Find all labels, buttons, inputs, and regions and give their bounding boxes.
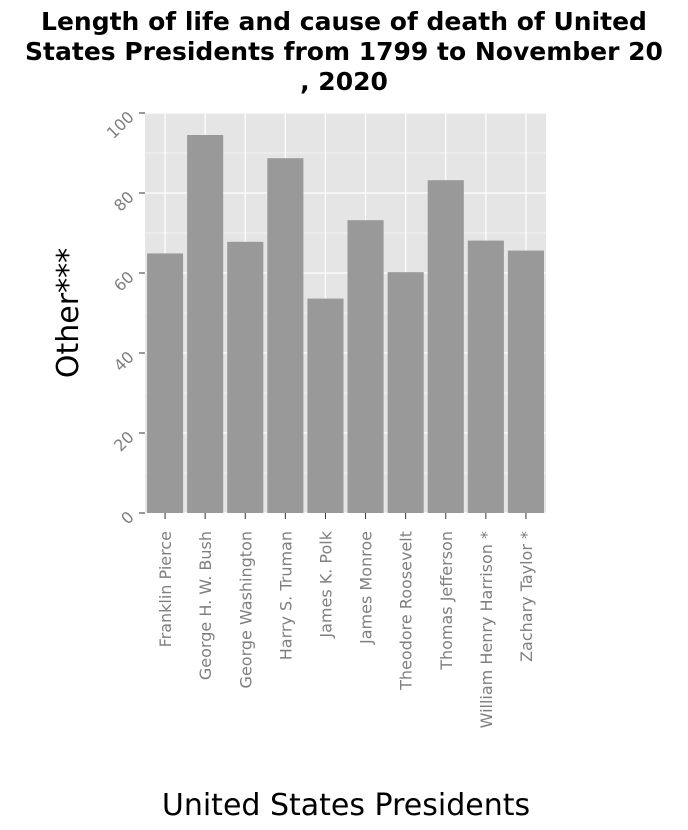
x-tick-label: George Washington (236, 531, 255, 688)
bar (227, 241, 264, 514)
bar (147, 253, 184, 513)
x-tick-label: Franklin Pierce (156, 531, 175, 647)
bar (427, 180, 464, 513)
x-tick-label: Theodore Roosevelt (397, 531, 416, 691)
bar (507, 250, 544, 513)
x-tick-label: Zachary Taylor * (517, 531, 536, 662)
y-tick-label: 0 (117, 507, 138, 528)
x-tick-label: James K. Polk (316, 530, 335, 638)
x-tick-label: James Monroe (357, 531, 376, 645)
y-axis: 0 20 40 60 80 100 (103, 107, 145, 528)
chart-title: Length of life and cause of death of Uni… (25, 7, 663, 96)
x-tick-label: Thomas Jefferson (437, 531, 456, 671)
x-tick-label: William Henry Harrison * (477, 531, 496, 728)
y-tick-label: 60 (110, 267, 138, 295)
y-tick-label: 20 (110, 427, 138, 455)
x-axis-title: United States Presidents (162, 788, 530, 823)
chart-title-line-1: Length of life and cause of death of Uni… (41, 7, 647, 36)
bar (267, 158, 304, 513)
bar (347, 220, 384, 513)
x-axis: Franklin Pierce George H. W. Bush George W… (156, 513, 536, 728)
x-tick-label: George H. W. Bush (196, 531, 215, 680)
x-tick-label: Harry S. Truman (276, 531, 295, 660)
chart-title-line-3: , 2020 (300, 67, 388, 96)
y-tick-label: 80 (110, 187, 138, 215)
chart-title-line-2: States Presidents from 1799 to November … (25, 37, 663, 66)
y-tick-label: 100 (103, 107, 138, 142)
bar (467, 240, 504, 513)
y-axis-title: Other*** (51, 248, 86, 378)
y-tick-label: 40 (110, 347, 138, 375)
bars (147, 135, 544, 514)
bar (187, 135, 224, 513)
bar (387, 272, 424, 513)
bar (307, 298, 344, 513)
